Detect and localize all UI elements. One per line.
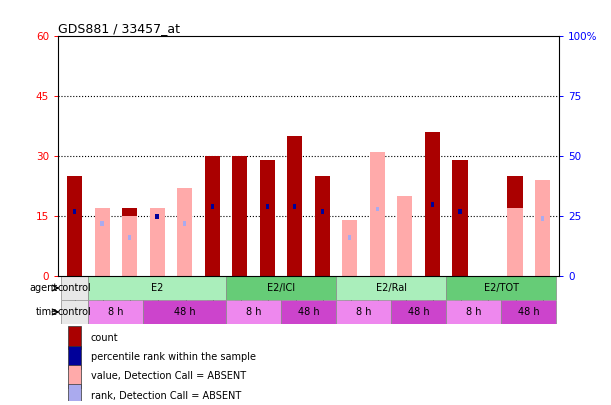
Bar	[232, 156, 247, 276]
Bar	[342, 220, 357, 276]
Bar	[293, 204, 296, 209]
Bar	[68, 345, 81, 369]
Bar	[446, 300, 501, 324]
Bar	[205, 156, 220, 276]
Bar	[122, 208, 137, 276]
Text: 48 h: 48 h	[518, 307, 540, 317]
Bar	[348, 235, 351, 240]
Bar	[128, 235, 131, 240]
Bar	[68, 384, 81, 405]
Text: count: count	[90, 333, 119, 343]
Text: 8 h: 8 h	[108, 307, 123, 317]
Bar	[155, 214, 159, 219]
Bar	[397, 196, 412, 276]
Text: E2/ICI: E2/ICI	[267, 283, 295, 293]
Text: value, Detection Call = ABSENT: value, Detection Call = ABSENT	[90, 371, 246, 382]
Bar	[431, 202, 434, 207]
Bar	[535, 180, 550, 276]
Bar	[122, 216, 137, 276]
Text: 8 h: 8 h	[246, 307, 262, 317]
Bar	[287, 136, 302, 276]
Bar	[67, 176, 82, 276]
Bar	[452, 160, 467, 276]
Text: rank, Detection Call = ABSENT: rank, Detection Call = ABSENT	[90, 390, 241, 401]
Bar	[183, 221, 186, 226]
Text: percentile rank within the sample: percentile rank within the sample	[90, 352, 255, 362]
Bar	[68, 365, 81, 388]
Bar	[61, 276, 89, 300]
Text: 48 h: 48 h	[174, 307, 196, 317]
Text: GDS881 / 33457_at: GDS881 / 33457_at	[58, 22, 180, 35]
Text: control: control	[57, 283, 92, 293]
Bar	[315, 176, 330, 276]
Bar	[336, 276, 446, 300]
Bar	[68, 326, 81, 350]
Bar	[508, 176, 522, 276]
Bar	[281, 300, 336, 324]
Bar	[541, 216, 544, 221]
Text: time: time	[35, 307, 57, 317]
Bar	[95, 208, 109, 276]
Text: agent: agent	[29, 283, 57, 293]
Bar	[89, 276, 226, 300]
Bar	[73, 209, 76, 214]
Bar	[458, 209, 462, 214]
Bar	[226, 276, 336, 300]
Text: E2/Ral: E2/Ral	[376, 283, 407, 293]
Bar	[150, 208, 165, 276]
Bar	[144, 300, 226, 324]
Text: control: control	[57, 307, 92, 317]
Bar	[61, 300, 89, 324]
Bar	[177, 188, 192, 276]
Bar	[370, 152, 385, 276]
Bar	[89, 300, 144, 324]
Text: 48 h: 48 h	[408, 307, 430, 317]
Bar	[321, 209, 324, 214]
Bar	[336, 300, 391, 324]
Bar	[100, 221, 104, 226]
Bar	[446, 276, 556, 300]
Bar	[376, 207, 379, 211]
Text: 48 h: 48 h	[298, 307, 320, 317]
Bar	[226, 300, 281, 324]
Bar	[211, 204, 214, 209]
Bar	[501, 300, 556, 324]
Text: 8 h: 8 h	[466, 307, 481, 317]
Bar	[508, 208, 522, 276]
Text: 8 h: 8 h	[356, 307, 371, 317]
Text: E2: E2	[151, 283, 163, 293]
Bar	[260, 160, 275, 276]
Bar	[391, 300, 446, 324]
Text: E2/TOT: E2/TOT	[484, 283, 519, 293]
Bar	[425, 132, 440, 276]
Bar	[266, 204, 269, 209]
